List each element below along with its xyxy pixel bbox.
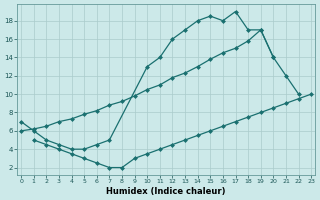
X-axis label: Humidex (Indice chaleur): Humidex (Indice chaleur) bbox=[107, 187, 226, 196]
